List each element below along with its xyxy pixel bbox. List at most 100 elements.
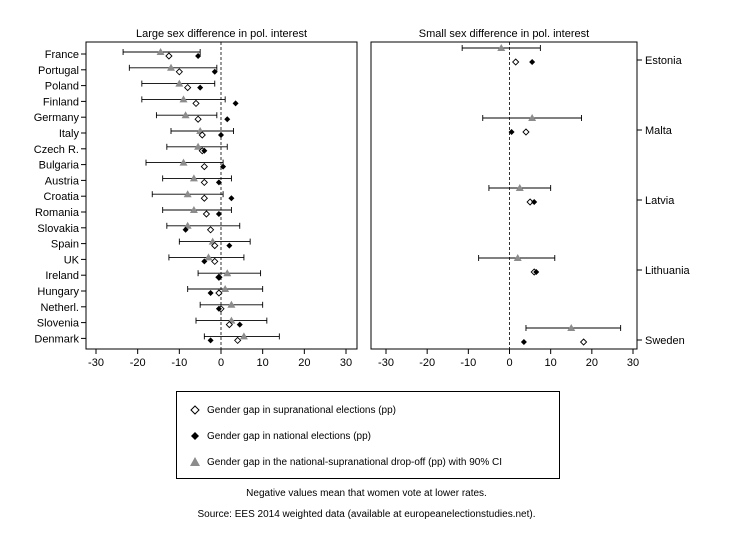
- x-tick-label-small: -10: [460, 357, 476, 369]
- supranational-marker: [234, 336, 242, 345]
- category-label: Portugal: [38, 65, 79, 77]
- supranational-marker: [579, 338, 588, 346]
- national-marker: [207, 337, 214, 344]
- national-marker: [201, 258, 208, 265]
- national-marker: [236, 321, 243, 328]
- national-marker: [220, 163, 227, 170]
- category-label: Spain: [51, 239, 79, 251]
- category-label: Hungary: [37, 286, 79, 298]
- dropoff-marker: [181, 111, 190, 119]
- legend-label-dropoff: Gender gap in the national-supranational…: [207, 456, 502, 468]
- supranational-marker: [215, 289, 223, 297]
- dropoff-marker: [183, 190, 192, 198]
- dropoff-marker: [497, 44, 506, 51]
- dropoff-marker: [204, 253, 213, 261]
- dropoff-marker: [179, 95, 188, 103]
- x-tick-label-large: -20: [130, 357, 146, 369]
- national-marker: [182, 226, 189, 233]
- category-label: Estonia: [645, 55, 683, 67]
- national-marker: [531, 199, 538, 205]
- category-label: Bulgaria: [39, 160, 80, 172]
- dropoff-marker: [175, 79, 184, 87]
- category-label: Germany: [34, 112, 80, 124]
- x-tick-label-small: -20: [419, 357, 435, 369]
- supranational-marker: [200, 178, 208, 187]
- dropoff-marker: [528, 114, 537, 121]
- x-tick-label-large: 30: [340, 357, 352, 369]
- national-marker: [533, 269, 540, 275]
- x-tick-label-large: -10: [171, 357, 187, 369]
- x-tick-label-small: -30: [378, 357, 394, 369]
- national-marker: [508, 129, 515, 135]
- chart: Large sex difference in pol. interest -30…: [34, 28, 691, 369]
- national-marker: [215, 274, 222, 281]
- dropoff-marker: [513, 254, 522, 261]
- supranational-marker: [165, 52, 173, 60]
- legend-label-national: Gender gap in national elections (pp): [207, 430, 371, 442]
- panel-title-small: Small sex difference in pol. interest: [419, 28, 589, 40]
- x-tick-label-small: 10: [545, 357, 557, 369]
- supranational-marker: [512, 58, 520, 66]
- national-marker: [228, 195, 235, 202]
- category-label: Poland: [45, 81, 79, 93]
- category-label: Austria: [45, 175, 80, 187]
- category-label: Ireland: [45, 270, 79, 282]
- national-marker: [232, 100, 239, 107]
- category-label: Denmark: [34, 333, 79, 345]
- note-source: Source: EES 2014 weighted data (availabl…: [197, 509, 536, 520]
- x-tick-label-small: 0: [506, 357, 512, 369]
- category-label: Slovenia: [37, 318, 80, 330]
- category-label: Lithuania: [645, 265, 691, 277]
- national-marker: [215, 179, 222, 186]
- gray-triangle-icon: [190, 457, 200, 466]
- supranational-marker: [522, 128, 530, 136]
- category-label: Slovakia: [37, 223, 79, 235]
- legend-item-supranational: Gender gap in supranational elections (p…: [189, 402, 396, 418]
- dropoff-marker: [515, 184, 524, 191]
- x-tick-label-small: 20: [586, 357, 598, 369]
- legend-item-national: Gender gap in national elections (pp): [189, 428, 371, 444]
- note-negative-values: Negative values mean that women vote at …: [246, 488, 487, 499]
- national-marker: [215, 211, 222, 217]
- national-marker: [226, 242, 233, 249]
- category-label: Sweden: [645, 335, 685, 347]
- category-label: Croatia: [44, 191, 80, 203]
- supranational-marker: [194, 115, 202, 123]
- dropoff-marker: [567, 324, 576, 331]
- dropoff-marker: [239, 332, 248, 340]
- dropoff-marker: [167, 63, 175, 71]
- national-marker: [195, 53, 202, 59]
- x-tick-label-small: 30: [627, 357, 639, 369]
- category-label: Malta: [645, 125, 673, 137]
- supranational-marker: [211, 257, 219, 266]
- dropoff-marker: [194, 142, 203, 150]
- dropoff-marker: [189, 206, 198, 213]
- x-tick-label-large: 0: [218, 357, 224, 369]
- supranational-marker: [206, 226, 215, 234]
- category-label: Latvia: [645, 195, 675, 207]
- supranational-marker: [225, 320, 233, 329]
- supranational-marker: [211, 241, 219, 250]
- category-label: Czech R.: [34, 144, 79, 156]
- national-marker: [520, 339, 527, 345]
- supranational-marker: [192, 99, 200, 108]
- supranational-marker: [175, 68, 183, 76]
- legend: Gender gap in supranational elections (p…: [176, 391, 560, 479]
- dropoff-marker: [189, 174, 198, 182]
- category-label: UK: [64, 254, 80, 266]
- national-marker: [197, 84, 204, 91]
- category-label: Netherl.: [40, 302, 79, 314]
- supranational-marker: [202, 210, 211, 218]
- category-label: Italy: [59, 128, 80, 140]
- dropoff-marker: [223, 269, 232, 277]
- legend-item-dropoff: Gender gap in the national-supranational…: [189, 454, 502, 470]
- panel-title-large: Large sex difference in pol. interest: [136, 28, 307, 40]
- national-marker: [201, 147, 208, 154]
- dropoff-marker: [227, 300, 236, 308]
- national-marker: [224, 116, 231, 123]
- supranational-marker: [526, 198, 534, 206]
- legend-label-supranational: Gender gap in supranational elections (p…: [207, 404, 397, 416]
- national-marker: [215, 305, 222, 312]
- national-marker: [529, 59, 536, 65]
- dropoff-marker: [221, 285, 230, 292]
